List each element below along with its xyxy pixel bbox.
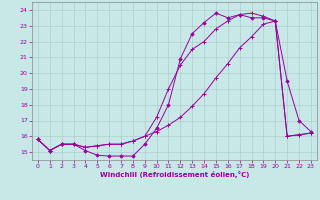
X-axis label: Windchill (Refroidissement éolien,°C): Windchill (Refroidissement éolien,°C)	[100, 171, 249, 178]
